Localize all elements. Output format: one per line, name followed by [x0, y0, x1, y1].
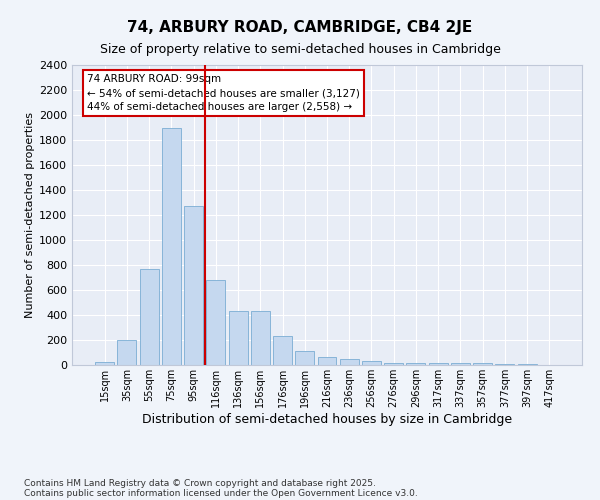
Bar	[429, 362, 448, 365]
Bar	[518, 364, 536, 365]
Bar	[118, 340, 136, 365]
Bar	[362, 361, 381, 365]
Bar	[451, 363, 470, 365]
Bar	[184, 206, 203, 365]
Bar	[206, 280, 225, 365]
Y-axis label: Number of semi-detached properties: Number of semi-detached properties	[25, 112, 35, 318]
Bar	[340, 360, 359, 365]
Text: 74 ARBURY ROAD: 99sqm
← 54% of semi-detached houses are smaller (3,127)
44% of s: 74 ARBURY ROAD: 99sqm ← 54% of semi-deta…	[88, 74, 360, 112]
Bar	[317, 357, 337, 365]
X-axis label: Distribution of semi-detached houses by size in Cambridge: Distribution of semi-detached houses by …	[142, 412, 512, 426]
Bar	[273, 336, 292, 365]
Bar	[95, 362, 114, 365]
Bar	[295, 351, 314, 365]
Text: Size of property relative to semi-detached houses in Cambridge: Size of property relative to semi-detach…	[100, 42, 500, 56]
Bar	[496, 364, 514, 365]
Bar	[406, 362, 425, 365]
Bar	[384, 362, 403, 365]
Bar	[140, 269, 158, 365]
Text: Contains HM Land Registry data © Crown copyright and database right 2025.: Contains HM Land Registry data © Crown c…	[24, 478, 376, 488]
Bar	[473, 363, 492, 365]
Bar	[229, 311, 248, 365]
Text: 74, ARBURY ROAD, CAMBRIDGE, CB4 2JE: 74, ARBURY ROAD, CAMBRIDGE, CB4 2JE	[127, 20, 473, 35]
Bar	[251, 311, 270, 365]
Bar	[162, 128, 181, 365]
Text: Contains public sector information licensed under the Open Government Licence v3: Contains public sector information licen…	[24, 488, 418, 498]
